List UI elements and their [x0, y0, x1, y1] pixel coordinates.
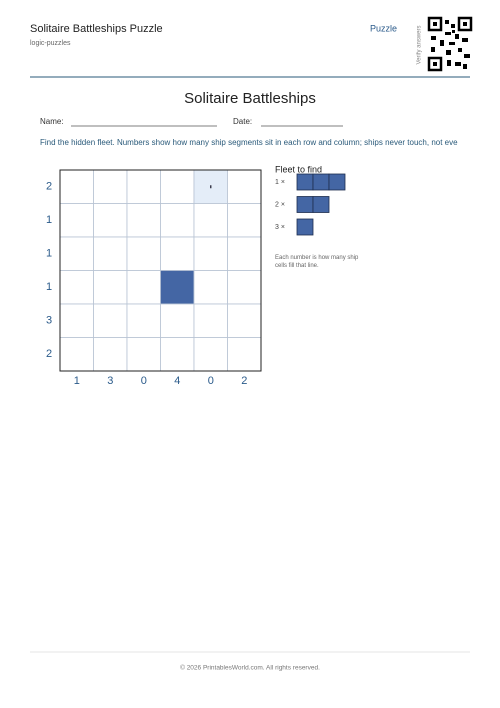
fleet-title: Fleet to find	[275, 164, 322, 174]
fleet-ship-cell	[312, 196, 330, 213]
grid-cell	[227, 203, 262, 238]
column-clue: 3	[107, 375, 113, 387]
row-clue: 2	[46, 181, 52, 193]
worksheet-title: Solitaire Battleships	[184, 90, 316, 107]
fleet-ship-cell	[328, 173, 346, 191]
date-label: Date:	[233, 117, 252, 126]
instructions: Find the hidden fleet. Numbers show how …	[40, 138, 458, 147]
fleet-ship-cell	[296, 196, 314, 213]
grid-cell	[160, 303, 195, 338]
verify-label: Verify answers	[417, 25, 423, 64]
row-clue: 1	[46, 214, 52, 226]
row-clue: 1	[46, 281, 52, 293]
grid-cell	[160, 203, 195, 238]
fleet-count: 2 ×	[275, 201, 285, 208]
grid-cell	[93, 337, 128, 372]
grid-cell	[59, 270, 94, 305]
grid-cell	[227, 303, 262, 338]
grid-cell	[59, 303, 94, 338]
grid-cell	[193, 270, 228, 305]
grid-cell	[93, 270, 128, 305]
grid-border	[59, 169, 262, 372]
row-clue: 2	[46, 348, 52, 360]
grid-cell	[227, 169, 262, 204]
row-clue: 1	[46, 248, 52, 260]
grid-cell	[160, 236, 195, 271]
grid-cell	[59, 203, 94, 238]
grid-cell	[93, 169, 128, 204]
grid-cell	[193, 203, 228, 238]
column-clue: 0	[208, 375, 214, 387]
ship-cell	[160, 270, 195, 305]
column-clue: 1	[74, 375, 80, 387]
grid-cell	[59, 169, 94, 204]
grid-cell	[227, 236, 262, 271]
grid-cell	[227, 337, 262, 372]
grid-cell	[193, 337, 228, 372]
fleet-ship-cell	[296, 173, 314, 191]
grid-cell	[126, 303, 161, 338]
fleet-count: 1 ×	[275, 179, 285, 186]
header-title: Solitaire Battleships Puzzle	[30, 23, 163, 35]
footer-text: © 2026 PrintablesWorld.com. All rights r…	[180, 664, 320, 672]
row-clue: 3	[46, 315, 52, 327]
grid-cell	[126, 270, 161, 305]
hint-dot	[210, 185, 212, 189]
qr-code	[427, 16, 473, 72]
fleet-count: 3 ×	[275, 224, 285, 231]
grid-cell	[126, 169, 161, 204]
puzzle-link[interactable]: Puzzle	[370, 23, 397, 33]
grid-cell	[193, 236, 228, 271]
column-clue: 0	[141, 375, 147, 387]
fleet-ship-cell	[296, 218, 314, 236]
grid-cell	[93, 203, 128, 238]
grid-cell	[59, 236, 94, 271]
name-label: Name:	[40, 117, 64, 126]
fleet-ship-cell	[312, 173, 330, 191]
fleet-note: Each number is how many ship cells fill t…	[275, 255, 359, 269]
grid-cell	[126, 236, 161, 271]
grid-cell	[160, 337, 195, 372]
grid-cell	[227, 270, 262, 305]
column-clue: 4	[174, 375, 180, 387]
header-subtitle: logic-puzzles	[30, 40, 71, 47]
grid-cell	[193, 303, 228, 338]
grid-cell	[93, 303, 128, 338]
grid-cell	[126, 203, 161, 238]
column-clue: 2	[241, 375, 247, 387]
grid-cell	[93, 236, 128, 271]
grid-cell	[160, 169, 195, 204]
grid-cell	[59, 337, 94, 372]
grid-cell	[126, 337, 161, 372]
